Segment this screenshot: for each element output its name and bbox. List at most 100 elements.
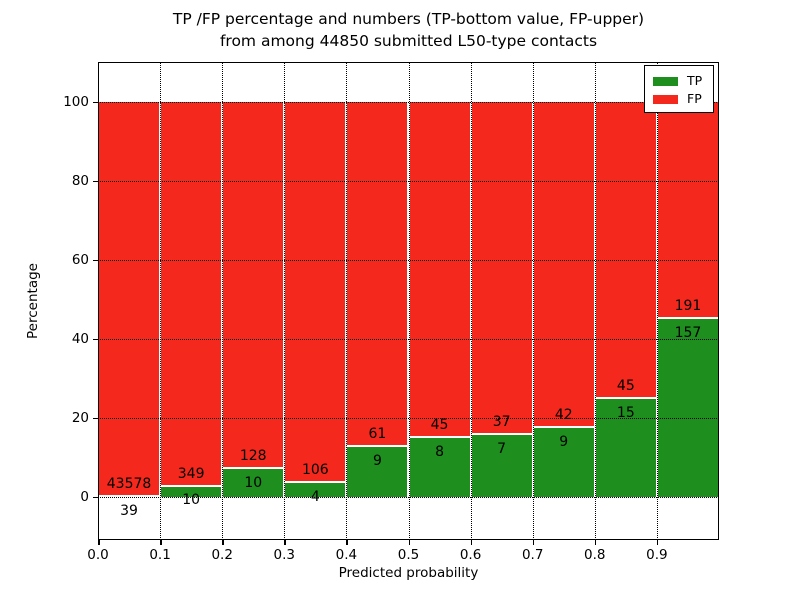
bar-segment-tp <box>409 437 470 497</box>
bar-segment-fp <box>595 101 656 397</box>
bar-segment-fp <box>223 101 284 467</box>
x-tick-label: 0.9 <box>646 547 668 563</box>
fp-count-label: 128 <box>239 447 267 464</box>
x-tick-label: 0.7 <box>521 547 544 563</box>
vertical-gridline <box>594 62 596 540</box>
x-tick-mark <box>98 540 100 545</box>
bar-segment-tp <box>347 446 408 497</box>
vertical-gridline <box>284 62 286 540</box>
horizontal-gridline <box>98 180 719 182</box>
legend: TP FP <box>644 65 714 113</box>
fp-count-label: 191 <box>674 298 702 315</box>
y-tick-label: 20 <box>71 409 89 426</box>
y-axis-label: Percentage <box>25 263 41 339</box>
fp-color-swatch <box>653 94 678 104</box>
bar-segment-tp <box>161 486 222 497</box>
chart-title: TP /FP percentage and numbers (TP-bottom… <box>98 8 719 52</box>
bar-segment-tp <box>223 468 284 497</box>
bar-segment-tp <box>533 427 594 497</box>
bar-segment-fp <box>409 101 470 436</box>
fp-count-label: 42 <box>554 406 573 423</box>
x-tick-label: 0.3 <box>273 547 296 563</box>
fp-count-label: 349 <box>177 465 205 482</box>
bar-segment-fp <box>99 101 160 496</box>
tp-count-label: 15 <box>616 404 635 421</box>
tp-count-label: 9 <box>559 433 569 450</box>
bar-segment-tp <box>657 319 718 497</box>
x-tick-mark <box>532 540 535 545</box>
legend-label-fp: FP <box>687 91 702 106</box>
x-tick-label: 0.5 <box>397 547 420 563</box>
y-tick-label: 0 <box>80 488 89 505</box>
bar-segment-fp <box>347 101 408 445</box>
tp-count-label: 10 <box>244 474 263 491</box>
y-tick-mark <box>93 259 98 262</box>
y-tick-mark <box>93 101 98 103</box>
horizontal-gridline <box>98 496 719 498</box>
bar-segment-tp <box>595 398 656 497</box>
x-tick-label: 0.6 <box>459 547 482 563</box>
bar-segment-fp <box>161 101 222 485</box>
vertical-gridline <box>532 62 534 540</box>
legend-entry-tp: TP <box>645 72 713 90</box>
tp-count-label: 157 <box>674 325 702 342</box>
x-tick-mark <box>222 540 224 545</box>
fp-count-label: 37 <box>492 413 511 430</box>
bar-segment-tp <box>285 483 346 497</box>
fp-count-label: 43578 <box>106 476 152 493</box>
vertical-gridline <box>222 62 224 540</box>
horizontal-gridline <box>98 259 719 261</box>
x-tick-label: 0.0 <box>87 547 109 563</box>
x-tick-mark <box>656 540 659 545</box>
legend-label-tp: TP <box>687 73 703 88</box>
x-tick-mark <box>470 540 473 545</box>
horizontal-gridline <box>98 417 719 419</box>
x-tick-label: 0.8 <box>584 547 606 563</box>
tp-count-label: 4 <box>310 489 320 506</box>
fp-count-label: 61 <box>368 425 387 442</box>
vertical-gridline <box>346 62 348 540</box>
tp-count-label: 7 <box>497 440 507 457</box>
y-tick-label: 40 <box>71 330 89 347</box>
fp-count-label: 106 <box>301 462 329 479</box>
tp-color-swatch <box>653 76 678 86</box>
bar-segment-fp <box>471 101 532 433</box>
x-tick-mark <box>408 540 410 545</box>
y-tick-mark <box>93 338 98 341</box>
chart-title-line1: TP /FP percentage and numbers (TP-bottom… <box>172 10 645 28</box>
legend-entry-fp: FP <box>645 90 713 108</box>
x-tick-label: 0.1 <box>149 547 171 563</box>
horizontal-gridline <box>98 101 719 103</box>
bar-segment-fp <box>657 101 718 318</box>
bar-segment-fp <box>285 101 346 482</box>
bar-segment-tp <box>471 434 532 497</box>
x-axis-label: Predicted probability <box>338 565 479 581</box>
y-tick-label: 100 <box>63 93 89 110</box>
vertical-gridline <box>656 62 658 540</box>
y-tick-mark <box>93 496 98 499</box>
vertical-gridline <box>470 62 472 540</box>
x-tick-mark <box>284 540 286 545</box>
tp-count-label: 39 <box>120 503 138 520</box>
y-tick-label: 60 <box>71 251 89 268</box>
x-tick-label: 0.2 <box>211 547 233 563</box>
vertical-gridline <box>408 62 410 540</box>
tp-count-label: 8 <box>435 443 444 460</box>
chart-title-line2: from among 44850 submitted L50-type cont… <box>219 32 598 50</box>
tp-count-label: 9 <box>372 452 382 469</box>
plot-area: TP FP 43578 39 349 10 128 10 106 4 61 9 45 8 37 7 42 9 4… <box>98 62 719 540</box>
x-tick-mark <box>160 540 162 545</box>
x-tick-mark <box>594 540 597 545</box>
x-tick-label: 0.4 <box>335 547 358 563</box>
vertical-gridline <box>160 62 162 540</box>
y-tick-mark <box>93 180 98 182</box>
tp-count-label: 10 <box>182 492 201 509</box>
fp-count-label: 45 <box>430 416 449 433</box>
x-tick-mark <box>346 540 348 545</box>
horizontal-gridline <box>98 338 719 340</box>
y-tick-label: 80 <box>71 172 89 189</box>
y-tick-mark <box>93 417 98 420</box>
bar-segment-fp <box>533 101 594 426</box>
fp-count-label: 45 <box>616 377 635 394</box>
